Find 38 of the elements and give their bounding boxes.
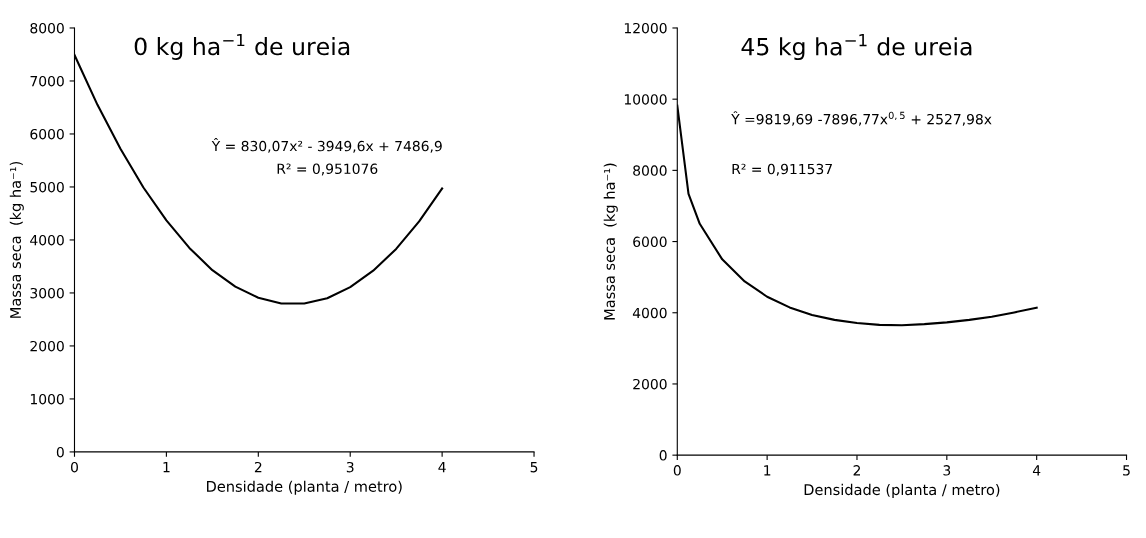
y-tick-label: 3000	[30, 287, 64, 299]
x-tick-label: 2	[254, 461, 262, 473]
x-tick-label: 4	[438, 462, 446, 473]
annotation: R² = 0,951076	[277, 163, 378, 176]
x-tick-label: 4	[1032, 465, 1041, 476]
x-tick-label: 1	[163, 462, 170, 473]
y-tick-label: 12000	[624, 22, 667, 34]
y-axis-title: Massa seca (kg ha⁻¹)	[603, 163, 618, 320]
x-axis-title: Densidade (planta / metro)	[804, 483, 1000, 498]
annotation: R² = 0,911537	[732, 163, 832, 176]
x-tick-label: 5	[1123, 465, 1130, 476]
y-tick-label: 2000	[30, 340, 64, 352]
annotation: Ŷ =9819,69 -7896,77x$^{0,5}$ + 2527,98x	[731, 111, 992, 126]
y-tick-label: 6000	[30, 128, 64, 140]
y-tick-label: 2000	[633, 378, 667, 390]
x-tick-label: 3	[346, 461, 354, 473]
y-tick-label: 7000	[30, 75, 64, 87]
x-tick-label: 3	[943, 465, 951, 476]
x-axis-title: Densidade (planta / metro)	[207, 480, 402, 495]
y-tick-label: 5000	[30, 181, 64, 193]
y-tick-label: 0	[56, 446, 64, 458]
x-tick-label: 0	[673, 465, 681, 476]
y-tick-label: 6000	[633, 236, 667, 248]
y-tick-label: 8000	[30, 22, 64, 34]
y-tick-label: 10000	[624, 94, 667, 105]
annotation: Ŷ = 830,07x² - 3949,6x + 7486,9	[211, 138, 442, 153]
y-tick-label: 1000	[30, 393, 64, 405]
y-axis-title: Massa seca (kg ha⁻¹)	[9, 161, 24, 318]
y-tick-label: 0	[659, 450, 667, 461]
y-tick-label: 4000	[30, 234, 64, 246]
chart-title: 0 kg ha$^{−1}$ de ureia	[134, 33, 350, 60]
chart-title: 45 kg ha$^{−1}$ de ureia	[741, 34, 972, 61]
y-tick-label: 4000	[632, 307, 667, 319]
y-tick-label: 8000	[633, 165, 667, 176]
x-tick-label: 1	[764, 465, 771, 476]
x-tick-label: 5	[530, 462, 538, 473]
x-tick-label: 2	[853, 465, 861, 476]
x-tick-label: 0	[70, 461, 78, 473]
